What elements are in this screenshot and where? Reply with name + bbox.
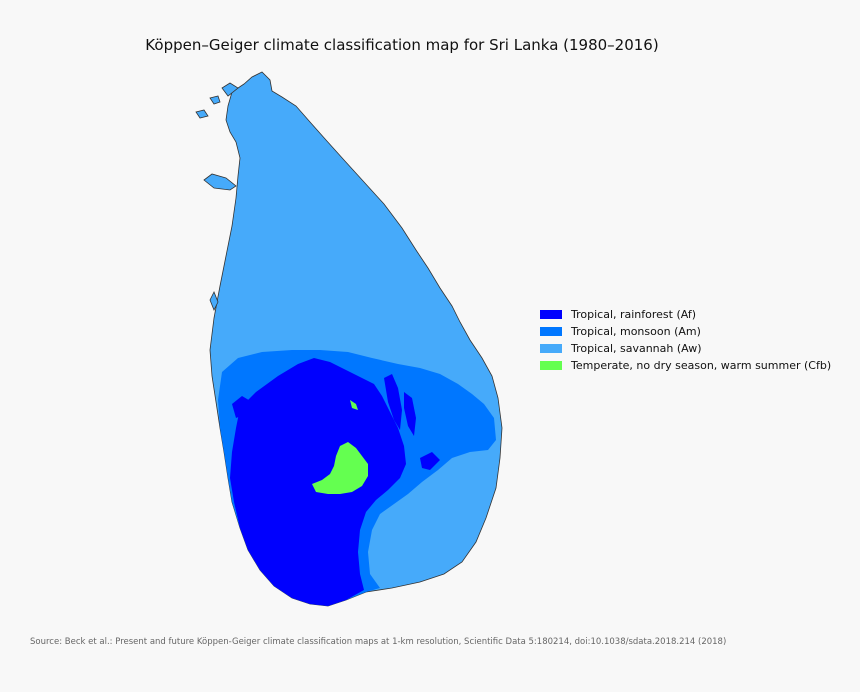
rainforest-east-streak-3 — [420, 452, 440, 470]
legend-label: Tropical, savannah (Aw) — [571, 342, 702, 355]
temperate-cfb-zone — [312, 442, 368, 494]
map-title: Köppen–Geiger climate classification map… — [145, 36, 659, 54]
legend-item-af: Tropical, rainforest (Af) — [540, 306, 831, 323]
rainforest-east-streak-1 — [384, 374, 402, 430]
legend-item-am: Tropical, monsoon (Am) — [540, 323, 831, 340]
legend-label: Temperate, no dry season, warm summer (C… — [571, 359, 832, 372]
mannar-island — [203, 173, 237, 191]
legend-swatch — [540, 310, 562, 319]
jaffna-island-3 — [195, 109, 209, 119]
jaffna-island-2 — [209, 95, 221, 105]
kalpitiya-spit — [209, 291, 219, 311]
rainforest-west-patch — [232, 396, 252, 418]
legend-label: Tropical, monsoon (Am) — [571, 325, 701, 338]
legend-item-cfb: Temperate, no dry season, warm summer (C… — [540, 357, 831, 374]
jaffna-island-1 — [221, 82, 239, 97]
legend-label: Tropical, rainforest (Af) — [571, 308, 697, 321]
rainforest-east-streak-2 — [404, 392, 416, 436]
map-legend: Tropical, rainforest (Af) Tropical, monso… — [540, 306, 831, 374]
legend-swatch — [540, 361, 562, 370]
legend-swatch — [540, 344, 562, 353]
temperate-cfb-islet — [350, 400, 358, 410]
legend-swatch — [540, 327, 562, 336]
legend-item-aw: Tropical, savannah (Aw) — [540, 340, 831, 357]
source-citation: Source: Beck et al.: Present and future … — [30, 637, 727, 647]
